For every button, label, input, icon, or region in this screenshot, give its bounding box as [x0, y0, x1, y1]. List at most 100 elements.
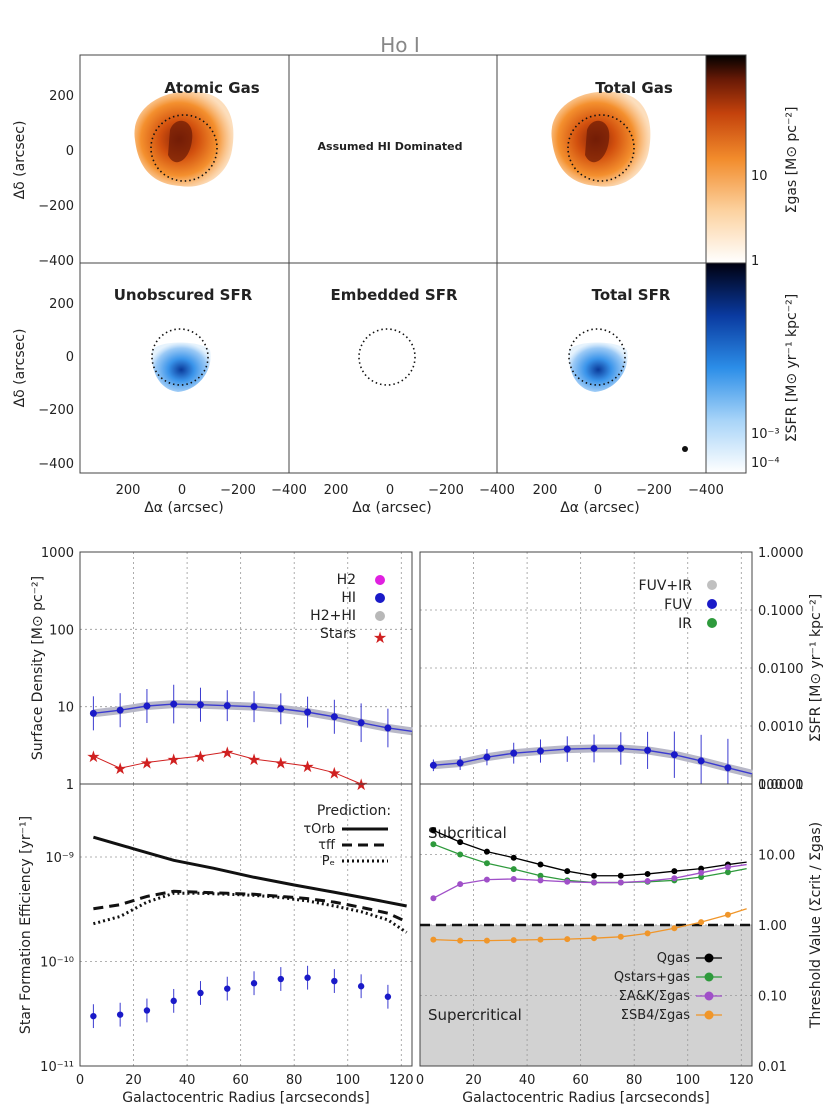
- gas-colorbar-label: Σgas [M⊙ pc⁻²]: [784, 107, 800, 214]
- map-x-tick: 200: [116, 483, 141, 498]
- sfe-y-label: Star Formation Efficiency [yr⁻¹]: [18, 816, 34, 1034]
- sfr-colorbar-tick: 10⁻⁴: [751, 456, 780, 471]
- sfr-colorbar-tick: 10⁻³: [751, 427, 780, 442]
- sfr-density-y-tick: 0.0100: [758, 662, 804, 677]
- panel-title-embedded-sfr: Embedded SFR: [331, 286, 458, 304]
- threshold-series-point: [617, 933, 624, 940]
- sfe-point: [331, 977, 338, 985]
- threshold-legend-label: Qgas: [657, 951, 690, 966]
- panel-title-unobscured-sfr: Unobscured SFR: [114, 286, 253, 304]
- sfe-x-tick: 0: [76, 1073, 84, 1088]
- sfe-legend-label: Pₑ: [322, 854, 335, 869]
- threshold-x-label: Galactocentric Radius [arcseconds]: [462, 1090, 709, 1106]
- fuv-point: [697, 757, 705, 765]
- sfe-point: [143, 1007, 151, 1014]
- threshold-y-label: Threshold Value (Σcrit / Σgas): [808, 822, 824, 1029]
- hi-point: [330, 713, 338, 721]
- panel-title-total-sfr: Total SFR: [592, 286, 671, 304]
- fuv-point: [670, 751, 678, 759]
- surface-density-legend-marker: [375, 611, 385, 621]
- threshold-series-point: [671, 868, 678, 875]
- sfe-point: [304, 974, 311, 981]
- sfr-density-legend-label: FUV: [664, 597, 692, 613]
- sfr-density-y-tick: 0.0010: [758, 720, 804, 735]
- unobscured-sfr-image: [151, 342, 211, 392]
- surface-density-legend-marker: ★: [373, 628, 387, 647]
- sfr-density-legend-marker: [707, 580, 717, 590]
- stars-point: ★: [113, 759, 127, 778]
- threshold-series-point: [430, 827, 437, 834]
- stars-line: [93, 751, 362, 785]
- threshold-series-point: [510, 875, 517, 882]
- fuv-point: [617, 744, 625, 752]
- sfe-x-tick: 100: [335, 1073, 360, 1088]
- sfr-density-legend-label: FUV+IR: [639, 578, 693, 594]
- surface-density-legend-marker: [375, 575, 385, 585]
- threshold-x-tick: 40: [519, 1073, 536, 1088]
- map-x-label: Δα (arcsec): [144, 500, 224, 516]
- fuv-point: [429, 761, 437, 769]
- threshold-x-tick: 20: [465, 1073, 482, 1088]
- map-x-tick: −400: [479, 483, 515, 498]
- sfe-point: [250, 980, 258, 987]
- threshold-series-point: [483, 937, 490, 944]
- sfe-point: [197, 989, 204, 997]
- total-sfr-image: [568, 342, 628, 392]
- fuv-point: [644, 746, 652, 754]
- threshold-series-point: [430, 841, 437, 848]
- threshold-series-point: [510, 866, 517, 873]
- threshold-y-tick: 10.00: [758, 849, 795, 864]
- threshold-series-point: [724, 869, 731, 876]
- sfe-point: [90, 1012, 97, 1020]
- map-y-tick: 200: [49, 297, 74, 312]
- map-y-tick: −400: [38, 457, 74, 472]
- surface-density-y-tick: 1000: [41, 546, 74, 561]
- aperture-circle: [150, 114, 218, 182]
- threshold-series-point: [644, 870, 651, 877]
- threshold-series-point: [591, 872, 598, 879]
- surface-density-legend-marker: [375, 593, 385, 603]
- hi-point: [143, 702, 151, 710]
- hi-point: [89, 709, 97, 717]
- sfe-prediction-line: [92, 835, 407, 908]
- threshold-series-point: [671, 925, 678, 932]
- map-y-label: Δδ (arcsec): [12, 329, 28, 408]
- threshold-series-point: [698, 865, 705, 872]
- atomic-gas-image: [134, 91, 234, 187]
- fuv-point: [483, 753, 491, 761]
- aperture-circle: [358, 328, 416, 386]
- hi-point: [277, 705, 285, 713]
- threshold-series-point: [430, 895, 437, 902]
- sfe-legend-title: Prediction:: [317, 803, 391, 819]
- threshold-series-point: [591, 879, 598, 886]
- surface-density-bg: [80, 552, 412, 784]
- threshold-series-point: [591, 935, 598, 942]
- map-y-tick: −200: [38, 403, 74, 418]
- threshold-x-tick: 120: [729, 1073, 754, 1088]
- threshold-legend-marker: [704, 953, 714, 963]
- threshold-legend-marker: [704, 991, 714, 1001]
- aperture-circle: [568, 328, 626, 386]
- sfe-y-tick: 10⁻⁹: [45, 851, 74, 866]
- sfe-x-tick: 40: [179, 1073, 196, 1088]
- stars-point: ★: [167, 750, 181, 769]
- threshold-series-point: [644, 930, 651, 937]
- threshold-series-point: [457, 851, 464, 858]
- hi-point: [223, 702, 231, 710]
- gas-colorbar: [705, 54, 747, 264]
- fuv-point: [563, 745, 571, 753]
- threshold-legend-label: Qstars+gas: [614, 970, 690, 985]
- threshold-series-point: [483, 876, 490, 883]
- threshold-series-point: [724, 911, 731, 918]
- threshold-x-tick: 100: [675, 1073, 700, 1088]
- sfr-density-legend-label: IR: [678, 616, 692, 632]
- sfe-x-tick: 80: [286, 1073, 303, 1088]
- threshold-series-point: [617, 879, 624, 886]
- surface-density-legend-label: Stars: [320, 626, 356, 642]
- surface-density-y-tick: 100: [49, 623, 74, 638]
- sfr-density-y-tick: 0.0001: [758, 778, 804, 793]
- beam-marker: [682, 446, 688, 452]
- sfe-x-tick: 60: [232, 1073, 249, 1088]
- hi-point: [250, 703, 258, 711]
- sfe-x-label: Galactocentric Radius [arcseconds]: [122, 1090, 369, 1106]
